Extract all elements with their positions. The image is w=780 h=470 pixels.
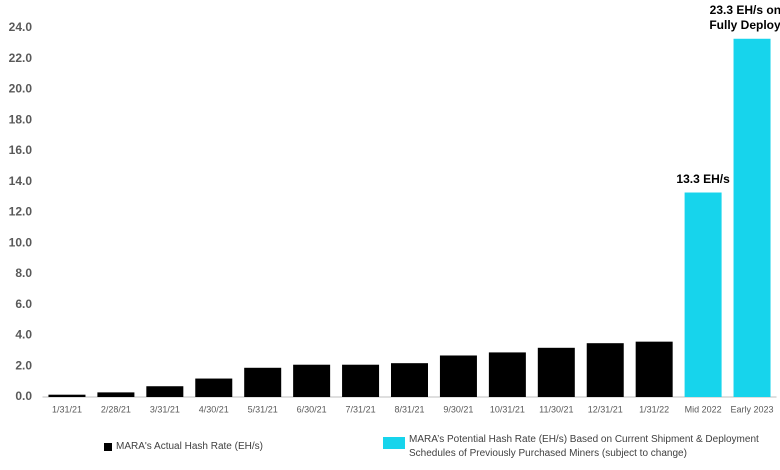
bar: [48, 394, 86, 397]
value-label: 23.3 EH/s once Fully Deployed: [709, 2, 780, 32]
x-tick-label: 1/31/22: [639, 404, 669, 414]
bar: [439, 355, 477, 397]
y-tick-label: 20.0: [9, 82, 33, 96]
x-tick-label: 9/30/21: [443, 404, 473, 414]
x-tick-label: 2/28/21: [101, 404, 131, 414]
y-tick-label: 10.0: [9, 235, 33, 249]
y-tick-label: 0.0: [15, 389, 32, 403]
value-label-box: 23.3 EH/s once Fully Deployed: [709, 2, 780, 32]
x-tick-label: 12/31/21: [588, 404, 623, 414]
bar: [391, 363, 428, 397]
x-tick-label: 7/31/21: [346, 404, 376, 414]
y-tick-label: 22.0: [9, 51, 33, 65]
bar: [195, 378, 233, 397]
y-tick-label: 24.0: [9, 20, 33, 34]
y-tick-label: 8.0: [15, 266, 32, 280]
bar: [733, 38, 771, 397]
x-tick-label: 8/31/21: [394, 404, 424, 414]
value-label: 13.3 EH/s: [676, 171, 730, 186]
bar: [488, 352, 526, 397]
x-tick-label: 10/31/21: [490, 404, 525, 414]
bar: [537, 347, 575, 397]
legend-swatch: [104, 443, 112, 451]
bar: [586, 343, 624, 397]
y-tick-label: 6.0: [15, 297, 32, 311]
x-tick-label: Mid 2022: [685, 404, 722, 414]
bar: [244, 367, 282, 397]
y-tick-label: 14.0: [9, 174, 33, 188]
y-tick-label: 18.0: [9, 112, 33, 126]
x-tick-label: 5/31/21: [248, 404, 278, 414]
y-tick-label: 2.0: [15, 358, 32, 372]
bar: [146, 386, 184, 397]
x-tick-label: 4/30/21: [199, 404, 229, 414]
x-tick-label: Early 2023: [731, 404, 774, 414]
y-tick-label: 16.0: [9, 143, 33, 157]
legend-label: MARA's Actual Hash Rate (EH/s): [116, 441, 263, 452]
y-tick-label: 4.0: [15, 328, 32, 342]
y-tick-label: 12.0: [9, 205, 33, 219]
x-tick-label: 6/30/21: [297, 404, 327, 414]
value-label-box: 13.3 EH/s: [676, 171, 730, 186]
legend-label: MARA’s Potential Hash Rate (EH/s) Based …: [409, 434, 759, 459]
bar: [293, 364, 331, 397]
bar: [342, 364, 380, 397]
x-tick-label: 1/31/21: [52, 404, 82, 414]
bar: [635, 341, 673, 397]
x-tick-label: 11/30/21: [539, 404, 573, 414]
bar: [684, 192, 722, 397]
x-tick-label: 3/31/21: [150, 404, 180, 414]
legend-label-box: MARA's Actual Hash Rate (EH/s): [116, 441, 263, 452]
legend-swatch: [383, 437, 405, 449]
bar: [97, 392, 135, 397]
legend-label-box: MARA’s Potential Hash Rate (EH/s) Based …: [409, 434, 759, 459]
